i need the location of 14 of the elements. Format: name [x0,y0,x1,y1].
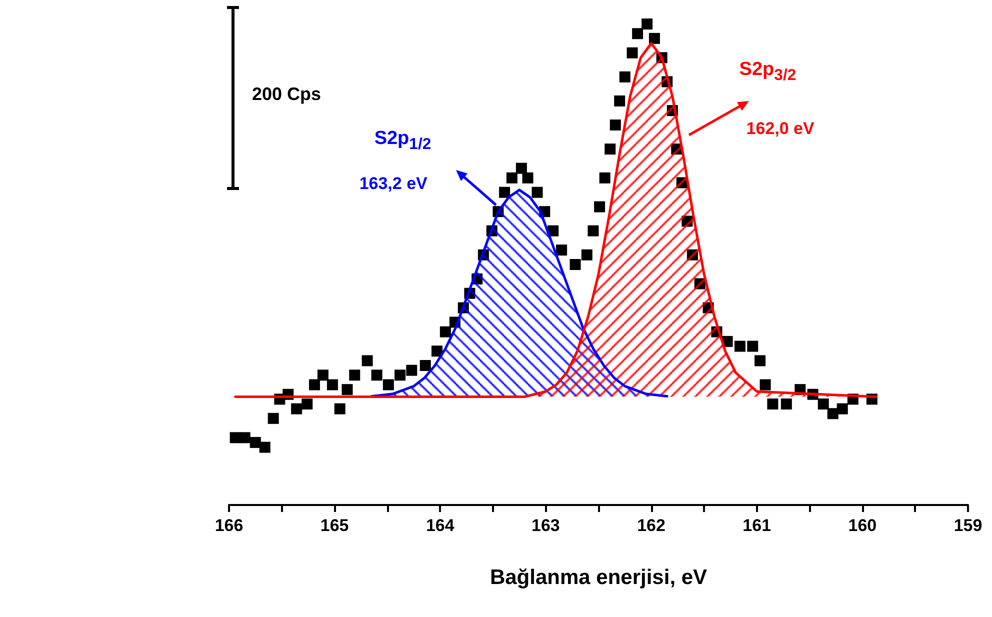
annotation: 200 Cps [252,84,322,105]
text: S2p$_{1/2}$ [374,128,432,154]
x-tick-label: 160 [848,516,877,535]
x-tick-label: 159 [954,516,982,535]
x-tick-label: 163 [532,516,560,535]
x-tick-label: 166 [214,516,244,535]
text: S2p$_{3/2}$ [739,59,796,86]
x-tick-label: 164 [426,516,455,535]
x-tick-label: 165 [320,516,349,535]
x-tick-label: 162 [637,516,666,535]
annotation: 162,0 eV [746,119,814,140]
x-tick-label: 161 [742,516,772,535]
annotation: 163,2 eV [359,174,428,194]
x-axis-title: Bağlanma enerjisi, eV [490,566,708,589]
